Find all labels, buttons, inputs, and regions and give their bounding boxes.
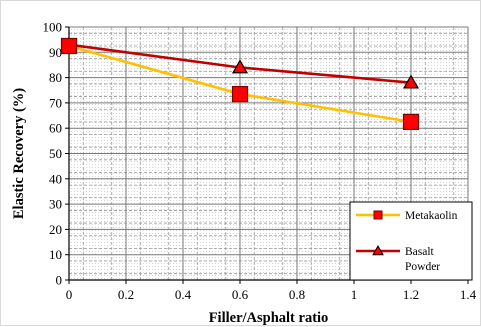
legend-label-basalt-powder-line2: Powder	[405, 261, 440, 273]
series-0-point	[231, 85, 249, 103]
x-tick-label: 0.4	[175, 287, 192, 302]
series-1-point	[402, 74, 420, 89]
y-tick-label: 100	[43, 20, 63, 35]
series-1-point	[231, 59, 249, 74]
x-tick-label: 0.8	[289, 287, 305, 302]
legend-marker-metakaolin	[373, 210, 383, 220]
x-tick-label: 0.2	[118, 287, 134, 302]
y-tick-label: 0	[56, 273, 63, 288]
x-tick-label: 1.4	[460, 287, 477, 302]
y-tick-label: 40	[49, 171, 62, 186]
y-tick-label: 60	[49, 121, 62, 136]
y-tick-label: 70	[49, 95, 62, 110]
x-axis-title: Filler/Asphalt ratio	[209, 310, 329, 326]
y-tick-label: 90	[49, 45, 62, 60]
y-tick-label: 10	[49, 247, 62, 262]
series-0-point	[60, 37, 78, 55]
tick-labels: 0 10 20 30 40 50 60 70 80 90 100 0 0.2 0.4 0.6 0.8 1 1.2 1…	[43, 20, 477, 303]
y-axis-title: Elastic Recovery (%)	[11, 88, 27, 219]
legend-marker-basalt-powder	[372, 244, 384, 256]
legend-label-basalt-powder-line1: Basalt	[405, 246, 435, 258]
y-tick-label: 20	[49, 222, 62, 237]
x-tick-label: 1.2	[403, 287, 419, 302]
series-0-point	[402, 113, 420, 130]
x-tick-label: 1	[351, 287, 358, 302]
legend: Metakaolin Basalt Powder	[349, 201, 473, 281]
y-tick-label: 50	[49, 146, 62, 161]
x-tick-label: 0	[66, 287, 73, 302]
y-tick-label: 80	[49, 70, 62, 85]
x-tick-label: 0.6	[232, 287, 249, 302]
legend-label-metakaolin: Metakaolin	[405, 210, 458, 222]
y-tick-label: 30	[49, 197, 62, 212]
series-layer	[60, 36, 420, 130]
